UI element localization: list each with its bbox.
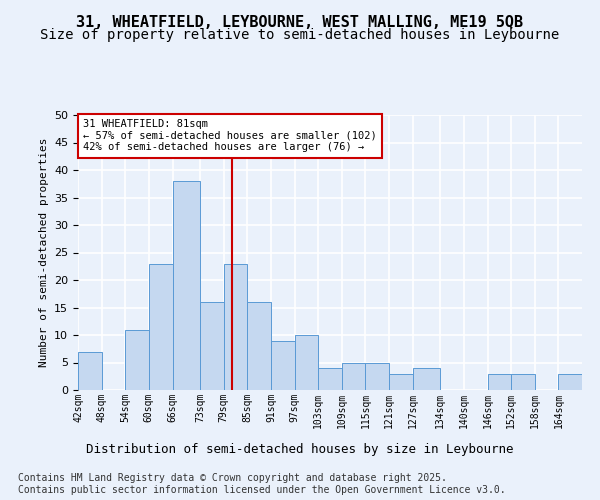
Bar — [200, 302, 224, 390]
Bar — [365, 362, 389, 390]
Text: 31, WHEATFIELD, LEYBOURNE, WEST MALLING, ME19 5QB: 31, WHEATFIELD, LEYBOURNE, WEST MALLING,… — [76, 15, 524, 30]
Bar — [224, 264, 247, 390]
Bar — [149, 264, 173, 390]
Bar — [295, 335, 318, 390]
Bar — [173, 181, 200, 390]
Bar — [78, 352, 101, 390]
Text: Size of property relative to semi-detached houses in Leybourne: Size of property relative to semi-detach… — [40, 28, 560, 42]
Bar — [271, 340, 295, 390]
Bar — [559, 374, 582, 390]
Text: 31 WHEATFIELD: 81sqm
← 57% of semi-detached houses are smaller (102)
42% of semi: 31 WHEATFIELD: 81sqm ← 57% of semi-detac… — [83, 119, 377, 152]
Y-axis label: Number of semi-detached properties: Number of semi-detached properties — [38, 138, 49, 367]
Text: Distribution of semi-detached houses by size in Leybourne: Distribution of semi-detached houses by … — [86, 442, 514, 456]
Bar — [318, 368, 342, 390]
Bar — [247, 302, 271, 390]
Bar — [342, 362, 365, 390]
Bar — [413, 368, 440, 390]
Bar — [389, 374, 413, 390]
Bar — [125, 330, 149, 390]
Bar — [487, 374, 511, 390]
Bar — [511, 374, 535, 390]
Text: Contains HM Land Registry data © Crown copyright and database right 2025.
Contai: Contains HM Land Registry data © Crown c… — [18, 474, 506, 495]
